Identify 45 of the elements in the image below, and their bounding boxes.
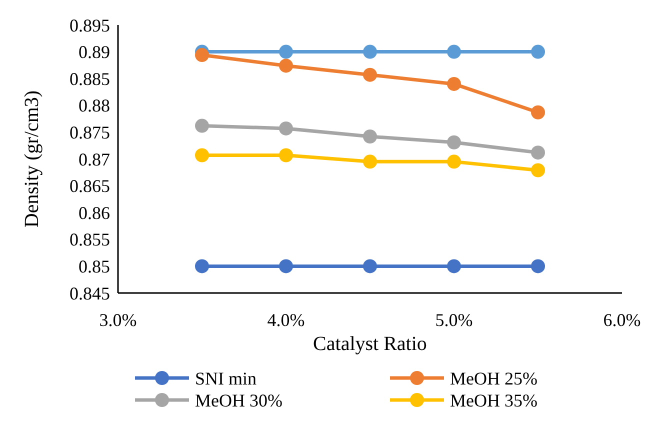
legend-label: MeOH 35% <box>450 390 538 410</box>
point <box>531 163 545 178</box>
y-tick-label: 0.845 <box>70 283 110 304</box>
legend-label: MeOH 25% <box>450 368 538 388</box>
point <box>531 105 545 120</box>
x-tick-label: 6.0% <box>603 310 641 330</box>
y-tick-label: 0.885 <box>70 68 110 89</box>
x-axis-title: Catalyst Ratio <box>313 333 427 355</box>
point <box>195 148 209 162</box>
point <box>447 135 461 150</box>
legend-label: SNI min <box>195 368 257 388</box>
y-tick-label: 0.85 <box>78 256 110 276</box>
y-tick-label: 0.865 <box>70 176 110 196</box>
point <box>447 44 461 59</box>
y-tick-label: 0.89 <box>78 42 110 62</box>
point <box>279 148 293 162</box>
point <box>447 76 461 91</box>
point <box>279 121 293 136</box>
point <box>531 259 545 274</box>
legend-label: MeOH 30% <box>195 390 282 410</box>
y-tick-label: 0.88 <box>78 96 110 116</box>
point <box>363 129 377 144</box>
point <box>279 44 293 59</box>
point <box>279 259 293 274</box>
y-tick-label: 0.855 <box>70 230 110 250</box>
y-tick-label: 0.87 <box>78 149 110 170</box>
point <box>195 118 209 133</box>
point <box>447 154 461 169</box>
point <box>363 154 377 169</box>
point <box>195 259 209 274</box>
point <box>363 259 377 274</box>
point <box>447 259 461 274</box>
y-tick-label: 0.895 <box>70 15 110 36</box>
point <box>531 146 545 160</box>
y-tick-label: 0.875 <box>70 122 110 142</box>
point <box>279 58 293 73</box>
point <box>363 44 377 59</box>
x-tick-label: 4.0% <box>267 310 305 330</box>
point <box>195 48 209 62</box>
x-tick-label: 3.0% <box>99 310 137 330</box>
point <box>531 44 545 59</box>
y-axis-title: Density (gr/cm3) <box>21 90 43 228</box>
y-tick-label: 0.86 <box>78 202 110 223</box>
x-tick-label: 5.0% <box>435 310 473 330</box>
point <box>363 68 377 82</box>
